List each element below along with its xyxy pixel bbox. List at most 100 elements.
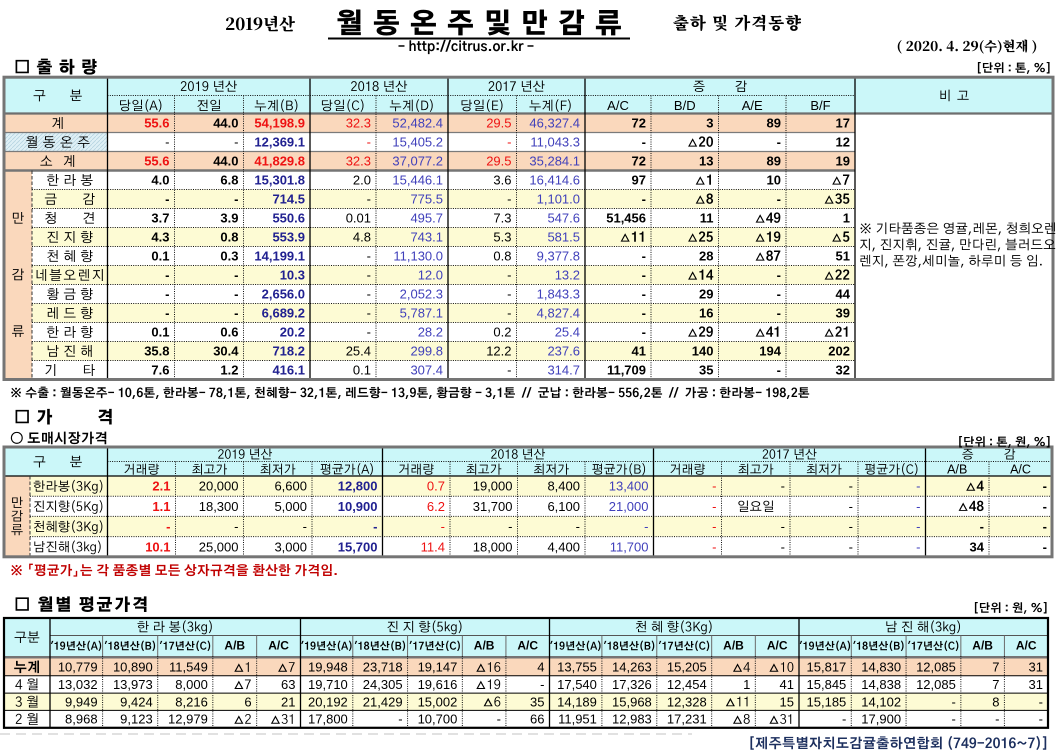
svg-text:3.7: 3.7 [151, 211, 169, 226]
svg-text:35: 35 [530, 694, 544, 709]
svg-text:11,951: 11,951 [558, 712, 597, 727]
svg-text:6,689.2: 6,689.2 [262, 306, 305, 321]
svg-text:15,185: 15,185 [807, 694, 847, 709]
svg-text:0.2: 0.2 [493, 325, 511, 340]
svg-text:-: - [507, 306, 511, 321]
svg-text:25,000: 25,000 [199, 539, 239, 554]
svg-text:17: 17 [836, 116, 850, 131]
svg-text:25.4: 25.4 [346, 344, 371, 359]
svg-text:15,817: 15,817 [807, 660, 847, 675]
svg-text:11,700: 11,700 [610, 539, 649, 554]
svg-text:13: 13 [699, 154, 713, 169]
svg-text:-: - [712, 539, 716, 554]
svg-text:7: 7 [992, 660, 999, 675]
svg-text:B/D: B/D [674, 98, 696, 113]
svg-text:-: - [373, 519, 377, 534]
svg-text:66: 66 [530, 712, 544, 727]
svg-text:-: - [508, 519, 512, 534]
svg-text:31,700: 31,700 [473, 499, 513, 514]
svg-text:0.7: 0.7 [427, 479, 445, 494]
svg-text:-: - [952, 694, 956, 709]
svg-text:-: - [165, 287, 169, 302]
svg-text:495.7: 495.7 [410, 211, 443, 226]
svg-text:-: - [441, 519, 445, 534]
svg-text:-: - [367, 287, 371, 302]
svg-text:-: - [642, 135, 646, 150]
svg-text:A/B: A/B [947, 463, 967, 477]
svg-text:8,400: 8,400 [547, 479, 580, 494]
svg-text:89: 89 [767, 116, 781, 131]
svg-text:-: - [507, 135, 511, 150]
svg-text:B/F: B/F [810, 98, 830, 113]
svg-text:10,900: 10,900 [338, 499, 378, 514]
svg-text:-: - [849, 519, 853, 534]
svg-text:10.3: 10.3 [280, 268, 305, 283]
svg-text:44.0: 44.0 [213, 116, 238, 131]
svg-text:7.3: 7.3 [493, 211, 511, 226]
svg-text:-: - [642, 192, 646, 207]
svg-text:14,189: 14,189 [557, 694, 597, 709]
svg-text:553.9: 553.9 [272, 230, 305, 245]
svg-text:21: 21 [281, 694, 295, 709]
svg-text:714.5: 714.5 [272, 192, 305, 207]
svg-text:32.3: 32.3 [346, 154, 371, 169]
svg-text:-: - [849, 499, 853, 514]
svg-text:-: - [980, 519, 984, 534]
svg-text:A/E: A/E [742, 98, 763, 113]
svg-text:-: - [777, 268, 781, 283]
svg-text:-: - [367, 325, 371, 340]
svg-text:35: 35 [699, 363, 713, 378]
svg-text:-: - [507, 287, 511, 302]
svg-text:5,000: 5,000 [274, 499, 307, 514]
svg-text:23,718: 23,718 [363, 660, 403, 675]
svg-text:12.2: 12.2 [486, 344, 511, 359]
svg-text:-: - [234, 306, 238, 321]
svg-text:-: - [712, 499, 716, 514]
svg-text:0.8: 0.8 [220, 230, 238, 245]
svg-text:13,755: 13,755 [557, 660, 597, 675]
svg-text:12.0: 12.0 [418, 268, 443, 283]
svg-text:-: - [712, 519, 716, 534]
svg-text:1.2: 1.2 [220, 363, 238, 378]
svg-text:-: - [165, 135, 169, 150]
svg-text:-: - [234, 519, 238, 534]
svg-text:21,000: 21,000 [609, 499, 649, 514]
svg-text:4.3: 4.3 [151, 230, 169, 245]
svg-text:-: - [507, 268, 511, 283]
svg-text:10,779: 10,779 [58, 660, 98, 675]
svg-text:-: - [165, 192, 169, 207]
svg-text:8,216: 8,216 [175, 694, 208, 709]
svg-text:-: - [781, 539, 785, 554]
svg-text:20,000: 20,000 [199, 479, 239, 494]
svg-text:1: 1 [843, 211, 850, 226]
svg-text:-: - [234, 287, 238, 302]
svg-text:41,829.8: 41,829.8 [254, 154, 305, 169]
svg-text:6.2: 6.2 [427, 499, 445, 514]
svg-text:72: 72 [632, 116, 646, 131]
svg-text:19,616: 19,616 [418, 677, 458, 692]
svg-text:-: - [712, 479, 716, 494]
svg-text:0.1: 0.1 [151, 325, 169, 340]
svg-text:12,979: 12,979 [168, 712, 208, 727]
svg-text:12,983: 12,983 [612, 712, 652, 727]
svg-text:4.0: 4.0 [151, 173, 169, 188]
svg-text:A/B: A/B [972, 639, 993, 653]
svg-text:13,973: 13,973 [113, 677, 153, 692]
svg-text:-: - [1043, 539, 1047, 554]
svg-text:11.4: 11.4 [421, 539, 445, 554]
svg-text:17,800: 17,800 [308, 712, 348, 727]
svg-text:-: - [165, 306, 169, 321]
svg-text:-: - [642, 306, 646, 321]
svg-text:15,405.2: 15,405.2 [392, 135, 443, 150]
svg-text:51: 51 [836, 249, 850, 264]
svg-text:14,830: 14,830 [861, 660, 901, 675]
svg-text:29: 29 [699, 287, 713, 302]
svg-text:A/C: A/C [607, 98, 629, 113]
svg-text:15,446.1: 15,446.1 [392, 173, 443, 188]
svg-text:10,700: 10,700 [418, 712, 458, 727]
svg-text:-: - [367, 192, 371, 207]
svg-text:19: 19 [836, 154, 850, 169]
svg-text:12,085: 12,085 [916, 677, 956, 692]
svg-text:4,400: 4,400 [547, 539, 580, 554]
svg-text:12,328: 12,328 [667, 694, 707, 709]
